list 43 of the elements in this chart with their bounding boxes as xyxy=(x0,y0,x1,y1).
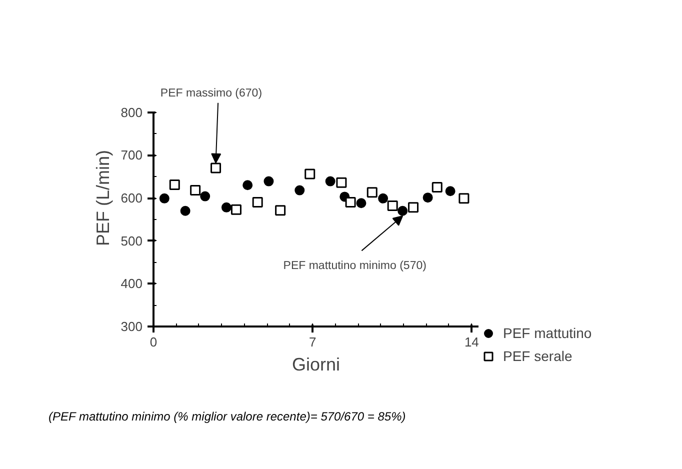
y-tick-label: 500 xyxy=(120,233,143,248)
point xyxy=(432,182,442,193)
point xyxy=(180,206,190,216)
legend-label: PEF mattutino xyxy=(503,325,592,341)
y-tick-label: 700 xyxy=(120,148,143,163)
point xyxy=(190,185,201,196)
y-axis-title: PEF (L/min) xyxy=(92,150,113,246)
point xyxy=(408,202,419,213)
x-tick-label: 7 xyxy=(308,334,316,350)
point xyxy=(422,192,433,203)
y-tick-label: 300 xyxy=(120,319,143,334)
point xyxy=(398,206,408,216)
point xyxy=(242,180,253,190)
y-tick-label: 800 xyxy=(120,104,143,120)
point xyxy=(210,162,222,174)
point xyxy=(325,176,336,186)
point xyxy=(387,200,398,211)
y-tick-label: 600 xyxy=(120,190,143,206)
point xyxy=(275,205,286,216)
point xyxy=(304,168,316,180)
point xyxy=(356,198,366,208)
point xyxy=(366,187,378,198)
point xyxy=(200,191,210,202)
point xyxy=(169,179,180,190)
point xyxy=(294,185,305,196)
annotation: PEF mattutino minimo (570) xyxy=(283,260,427,272)
point xyxy=(445,186,456,196)
x-tick-label: 14 xyxy=(464,334,479,350)
text: (PEF mattutino minimo (% miglior valore recente)= 570/670 = 85%) xyxy=(48,410,406,424)
point xyxy=(230,204,242,215)
legend-label: PEF serale xyxy=(503,348,572,364)
point xyxy=(159,193,170,204)
x-axis-title: Giorni xyxy=(292,354,340,374)
x-tick-label: 0 xyxy=(150,334,158,350)
point xyxy=(378,193,388,204)
annotation: PEF massimo (670) xyxy=(160,87,262,100)
point xyxy=(221,202,232,212)
point xyxy=(345,197,356,208)
point xyxy=(252,197,263,208)
y-tick-label: 400 xyxy=(120,276,143,292)
point xyxy=(264,176,274,186)
point xyxy=(458,193,470,204)
point xyxy=(336,177,347,188)
